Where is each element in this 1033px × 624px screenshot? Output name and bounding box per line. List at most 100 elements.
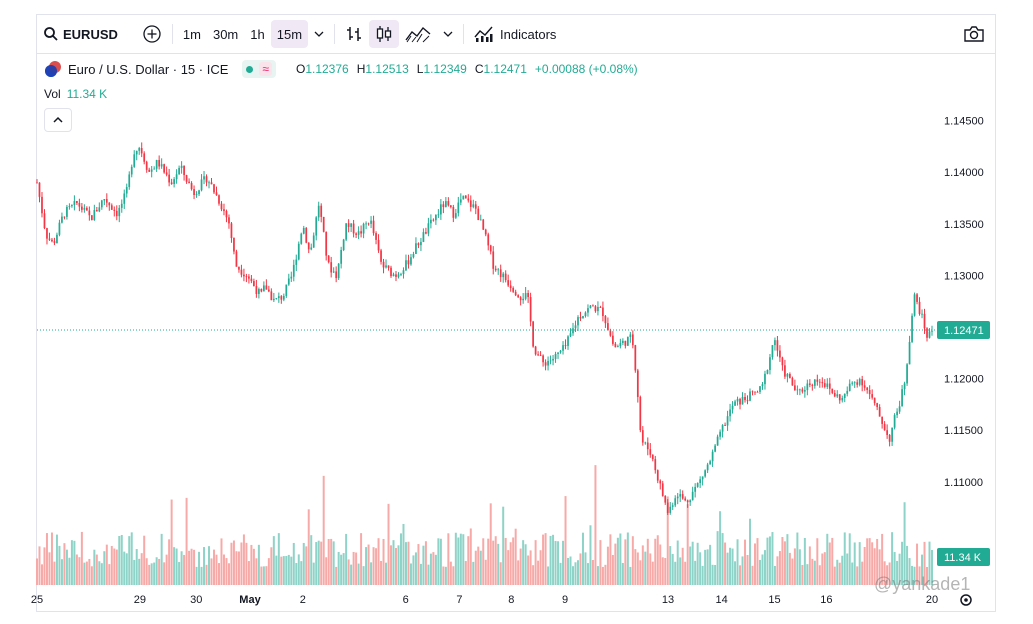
- candle: [656, 469, 659, 484]
- candle: [355, 232, 357, 239]
- candle: [178, 165, 180, 175]
- candle: [432, 218, 435, 222]
- candle: [764, 370, 766, 390]
- market-status[interactable]: ≈: [242, 60, 276, 78]
- candle: [701, 476, 704, 486]
- volume-bar: [83, 562, 86, 585]
- volume-bar: [110, 545, 113, 585]
- volume-bar: [242, 534, 245, 585]
- series-title[interactable]: Euro / U.S. Dollar · 15 · ICE: [68, 61, 229, 77]
- volume-bar: [432, 552, 435, 585]
- candle: [422, 228, 425, 243]
- candle: [248, 274, 250, 284]
- candle: [863, 380, 866, 391]
- candle: [250, 275, 253, 284]
- symbol-name: EURUSD: [63, 26, 118, 42]
- candle: [544, 359, 547, 371]
- candle: [928, 328, 931, 339]
- symbol-search[interactable]: EURUSD: [37, 20, 124, 48]
- candle: [761, 382, 764, 390]
- candle: [203, 171, 205, 185]
- volume-bar: [337, 551, 340, 585]
- volume-bar: [487, 538, 490, 585]
- volume-bar: [382, 538, 385, 585]
- candle: [739, 397, 741, 410]
- candle: [671, 502, 674, 510]
- volume-bar: [193, 549, 196, 585]
- x-tick-label: May: [239, 594, 261, 606]
- candle: [684, 496, 687, 502]
- volume-bar: [255, 558, 258, 585]
- volume-bar: [689, 546, 692, 585]
- volume-bar: [115, 549, 118, 585]
- line-style-button[interactable]: [399, 20, 437, 48]
- candle: [851, 381, 854, 386]
- volume-label[interactable]: Vol: [44, 87, 61, 101]
- candle: [674, 495, 677, 508]
- candle: [395, 271, 397, 282]
- volume-bar: [190, 548, 193, 585]
- bar-style-button[interactable]: [339, 20, 369, 48]
- interval-1h[interactable]: 1h: [250, 26, 265, 42]
- candle: [507, 274, 510, 287]
- volume-bar: [704, 549, 707, 585]
- interval-15m[interactable]: 15m: [270, 20, 309, 48]
- candle: [813, 379, 816, 389]
- candle: [472, 199, 475, 209]
- ohlc-high: H1.12513: [356, 62, 409, 76]
- candle: [322, 216, 325, 233]
- ohlc-low: L1.12349: [416, 62, 467, 76]
- volume-bar: [474, 550, 477, 585]
- candle: [806, 379, 809, 396]
- add-compare-button[interactable]: [136, 20, 168, 48]
- volume-bar: [260, 566, 263, 585]
- candle: [352, 219, 355, 238]
- volume-bar: [726, 552, 729, 585]
- volume-bar: [721, 533, 724, 585]
- candle: [567, 335, 569, 350]
- volume-bar: [297, 554, 300, 585]
- candle: [704, 469, 707, 478]
- candle: [205, 174, 208, 187]
- candle-style-button[interactable]: [369, 20, 400, 48]
- candle: [63, 216, 66, 220]
- volume-bar: [53, 561, 56, 585]
- candle: [382, 258, 385, 274]
- candle: [779, 345, 781, 362]
- collapse-legend-button[interactable]: [44, 108, 72, 132]
- candle: [659, 479, 662, 490]
- volume-bar: [691, 541, 694, 585]
- candle: [469, 195, 472, 212]
- volume-bar: [574, 562, 577, 585]
- candle: [76, 200, 78, 205]
- screenshot-button[interactable]: [957, 20, 991, 48]
- candle: [277, 292, 280, 303]
- volume-bar: [80, 531, 83, 585]
- candle: [233, 237, 235, 255]
- candle: [307, 242, 310, 254]
- volume-bar: [85, 561, 88, 585]
- volume-bar: [377, 538, 380, 585]
- interval-dropdown[interactable]: [308, 20, 330, 48]
- chart-style-dropdown[interactable]: [437, 20, 459, 48]
- candle: [784, 359, 786, 379]
- settings-gear[interactable]: [960, 594, 972, 606]
- volume-bar: [888, 562, 891, 585]
- candle: [78, 198, 81, 212]
- interval-30m[interactable]: 30m: [212, 26, 239, 42]
- candle: [302, 225, 305, 235]
- candle: [838, 394, 841, 404]
- candle: [208, 180, 210, 189]
- volume-bar: [576, 560, 579, 585]
- volume-bar: [352, 551, 355, 585]
- volume-bar: [679, 557, 682, 585]
- candle: [789, 372, 791, 379]
- candle: [724, 422, 726, 426]
- interval-1m[interactable]: 1m: [182, 26, 201, 42]
- x-tick-label: 9: [562, 594, 568, 606]
- indicators-button[interactable]: Indicators: [468, 20, 562, 48]
- volume-bar: [584, 552, 587, 585]
- candle: [140, 142, 143, 158]
- candle: [686, 499, 689, 508]
